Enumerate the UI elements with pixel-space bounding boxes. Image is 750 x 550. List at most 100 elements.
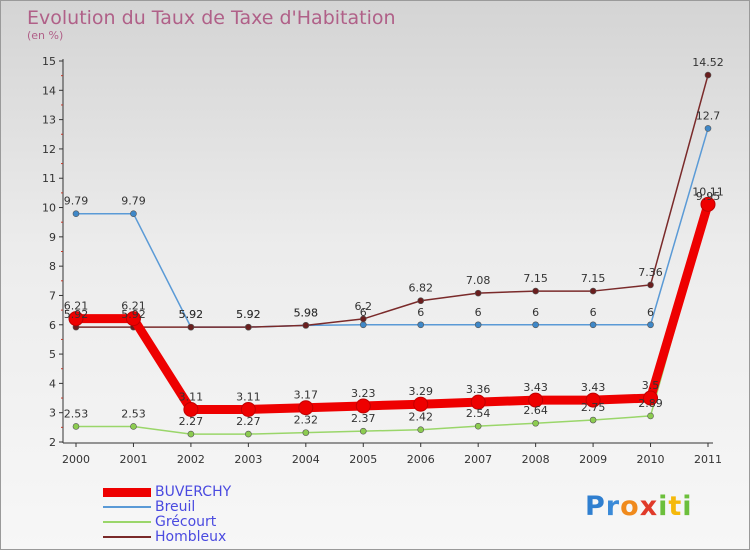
data-label: 5.92 [179, 308, 204, 321]
data-label: 5.92 [236, 308, 261, 321]
data-point [125, 311, 141, 327]
y-tick-label: 6 [49, 319, 56, 332]
x-tick-label: 2008 [522, 453, 550, 466]
data-label: 3.29 [408, 385, 433, 398]
data-label: 12.7 [696, 109, 721, 122]
legend-label: Grécourt [155, 514, 217, 530]
chart-title: Evolution du Taux de Taxe d'Habitation [27, 7, 396, 29]
data-label: 2.54 [466, 407, 491, 420]
data-label: 6 [590, 306, 597, 319]
x-tick-label: 2002 [177, 453, 205, 466]
data-point [245, 430, 252, 438]
series-line-hombleux [75, 74, 709, 328]
logo-letter: i [682, 491, 693, 522]
data-point [187, 323, 195, 331]
data-point [359, 315, 367, 323]
y-tick-label: 11 [42, 172, 56, 185]
y-tick-label: 9 [49, 231, 56, 244]
data-label: 5.92 [236, 308, 261, 321]
legend-label: Breuil [155, 499, 196, 515]
data-point [643, 390, 659, 406]
data-point [417, 297, 425, 305]
y-tick-label: 4 [49, 377, 56, 390]
data-point [704, 71, 712, 79]
x-tick-label: 2006 [407, 453, 435, 466]
data-label: 2.53 [121, 407, 146, 420]
data-point [585, 392, 601, 408]
data-label: 6 [532, 306, 539, 319]
data-point [72, 210, 80, 217]
logo-letter: t [668, 491, 683, 522]
data-label: 3.11 [236, 390, 261, 403]
logo-letter: i [658, 491, 669, 522]
data-point [474, 289, 482, 297]
data-point [130, 423, 137, 430]
data-point [532, 419, 539, 427]
data-label: 5.92 [179, 308, 204, 321]
data-label: 9.79 [121, 195, 146, 208]
logo-letter: x [639, 491, 659, 522]
data-point [298, 400, 314, 416]
data-label: 7.15 [581, 272, 606, 285]
legend-swatch-grécourt [103, 521, 151, 523]
legend-swatch-hombleux [103, 536, 151, 538]
data-label: 6.21 [64, 300, 89, 313]
data-point [589, 321, 597, 329]
y-tick-label: 2 [49, 436, 56, 449]
data-point [474, 422, 482, 430]
data-label: 5.98 [294, 306, 319, 319]
x-tick-label: 2001 [119, 453, 147, 466]
y-tick-label: 15 [42, 55, 56, 68]
data-label: 2.64 [523, 404, 548, 417]
data-point [302, 429, 310, 436]
data-label: 6 [475, 306, 482, 319]
data-label: 2.32 [294, 414, 319, 427]
data-label: 3.23 [351, 387, 376, 400]
data-label: 14.52 [692, 56, 724, 69]
data-label: 3.11 [179, 390, 204, 403]
y-tick-label: 3 [49, 407, 56, 420]
data-point [470, 394, 486, 410]
data-point [183, 401, 199, 417]
data-label: 2.89 [638, 397, 663, 410]
data-label: 3.17 [294, 389, 319, 402]
legend-swatch-buverchy [103, 487, 151, 497]
chart-subtitle: (en %) [27, 29, 64, 42]
data-label: 9.95 [696, 190, 721, 203]
data-point [359, 427, 367, 435]
data-point [187, 430, 195, 438]
data-label: 6 [647, 306, 654, 319]
data-point [68, 311, 84, 327]
data-label: 9.79 [64, 195, 89, 208]
data-label: 2.75 [581, 401, 606, 414]
data-label: 3.43 [523, 381, 548, 394]
series-line-grécourt [75, 208, 709, 435]
data-point [704, 125, 712, 132]
x-tick-label: 2004 [292, 453, 320, 466]
x-tick-label: 2010 [637, 453, 665, 466]
x-tick-label: 2009 [579, 453, 607, 466]
y-tick-label: 13 [42, 114, 56, 127]
data-point [302, 322, 310, 329]
data-label: 5.92 [121, 308, 146, 321]
y-tick-label: 7 [49, 289, 56, 302]
data-point [528, 392, 544, 408]
data-point [589, 416, 597, 424]
x-tick-label: 2011 [694, 453, 722, 466]
data-point [532, 287, 539, 295]
proxiti-logo: Proxiti [585, 491, 693, 522]
data-point [589, 287, 597, 295]
data-point [240, 401, 256, 417]
y-tick-label: 8 [49, 260, 56, 273]
data-point [647, 281, 654, 289]
data-point [130, 210, 137, 217]
y-tick-label: 10 [42, 202, 56, 215]
data-label: 2.37 [351, 412, 376, 425]
data-label: 2.42 [408, 411, 433, 424]
data-point [417, 426, 425, 433]
data-point [359, 321, 367, 329]
data-label: 7.15 [523, 272, 548, 285]
logo-letter: o [620, 491, 640, 522]
series-line-breuil [75, 127, 709, 328]
